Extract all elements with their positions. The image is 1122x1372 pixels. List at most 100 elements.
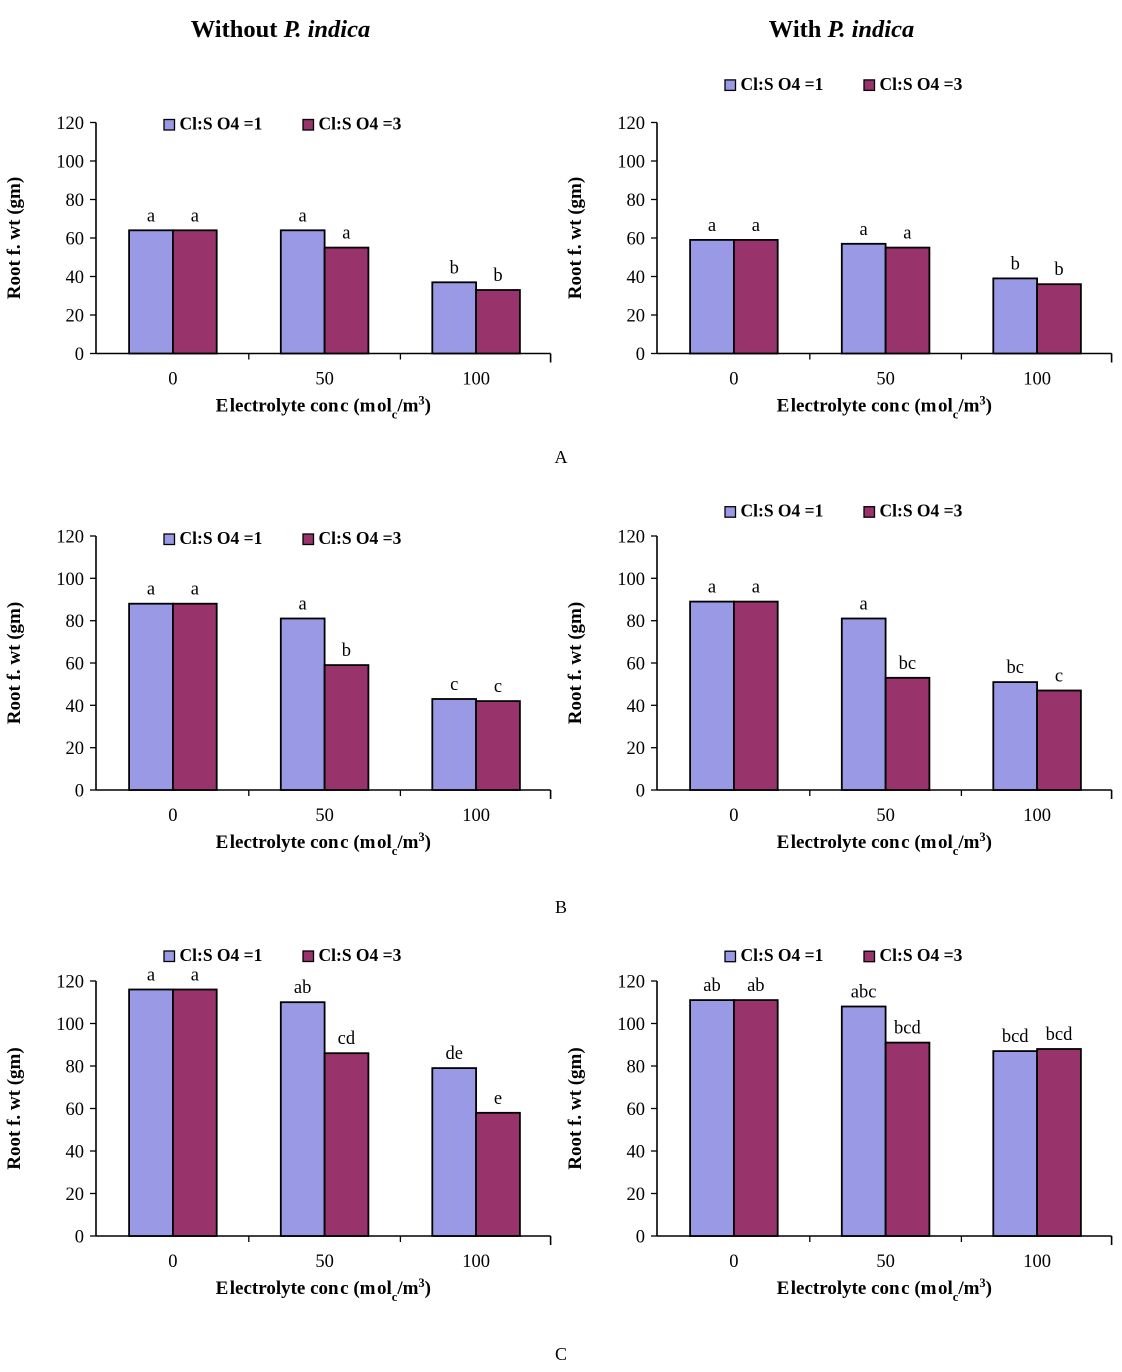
svg-text:60: 60 [627,1100,646,1120]
svg-text:50: 50 [876,1252,895,1272]
svg-text:a: a [147,206,155,226]
svg-text:Root f. wt (gm): Root f. wt (gm) [4,1047,25,1169]
svg-text:40: 40 [627,697,646,717]
svg-text:Cl:S O4 =1: Cl:S O4 =1 [180,945,263,965]
svg-text:20: 20 [627,739,646,759]
svg-text:a: a [708,578,716,598]
svg-text:20: 20 [66,739,85,759]
svg-text:0: 0 [636,1228,645,1248]
svg-text:c: c [494,677,502,697]
svg-text:a: a [147,580,155,600]
svg-text:ab: ab [747,976,764,996]
svg-text:40: 40 [66,697,85,717]
svg-text:ab: ab [294,978,311,998]
svg-text:Cl:S O4 =1: Cl:S O4 =1 [741,74,824,94]
svg-text:80: 80 [66,1058,85,1078]
svg-text:Cl:S O4 =1: Cl:S O4 =1 [741,501,824,521]
svg-text:Electrolyte conc (molc/m3): Electrolyte conc (molc/m3) [777,394,992,421]
svg-text:80: 80 [66,612,85,632]
svg-text:de: de [445,1044,462,1064]
svg-text:b: b [342,641,351,661]
svg-text:120: 120 [617,973,645,993]
svg-text:20: 20 [627,1185,646,1205]
svg-text:60: 60 [66,1100,85,1120]
svg-text:80: 80 [627,191,646,211]
svg-text:a: a [191,966,199,986]
svg-text:0: 0 [729,806,738,826]
svg-text:bcd: bcd [1046,1025,1073,1045]
svg-text:40: 40 [627,268,646,288]
svg-text:120: 120 [56,528,84,548]
svg-text:a: a [859,220,867,240]
svg-text:Electrolyte conc (molc/m3): Electrolyte conc (molc/m3) [216,830,431,855]
svg-text:100: 100 [462,806,490,826]
svg-text:b: b [493,266,502,286]
svg-text:120: 120 [56,973,84,993]
svg-text:0: 0 [168,370,177,390]
svg-text:a: a [191,580,199,600]
svg-text:a: a [708,216,716,236]
svg-text:20: 20 [66,1185,85,1205]
svg-text:Electrolyte conc (molc/m3): Electrolyte conc (molc/m3) [216,394,431,421]
svg-text:80: 80 [627,612,646,632]
svg-text:a: a [298,595,306,615]
svg-text:bc: bc [1006,658,1023,678]
svg-text:Electrolyte conc (molc/m3): Electrolyte conc (molc/m3) [216,1276,431,1304]
svg-text:Electrolyte conc (molc/m3): Electrolyte conc (molc/m3) [777,1276,992,1304]
svg-text:Cl:S O4 =3: Cl:S O4 =3 [880,501,963,521]
svg-text:40: 40 [627,1143,646,1163]
svg-text:100: 100 [617,153,645,173]
svg-text:Cl:S O4 =3: Cl:S O4 =3 [319,528,402,548]
svg-text:40: 40 [66,268,85,288]
svg-text:60: 60 [66,230,85,250]
svg-text:0: 0 [636,345,645,365]
svg-text:0: 0 [729,1252,738,1272]
svg-text:a: a [859,595,867,615]
svg-text:c: c [1055,667,1063,687]
svg-text:Cl:S O4 =3: Cl:S O4 =3 [880,945,963,965]
svg-text:Root f. wt (gm): Root f. wt (gm) [4,177,25,299]
svg-text:0: 0 [168,806,177,826]
svg-text:100: 100 [1023,370,1051,390]
svg-text:50: 50 [315,806,334,826]
svg-text:Cl:S O4 =1: Cl:S O4 =1 [180,114,263,134]
svg-text:b: b [1054,260,1063,280]
svg-text:120: 120 [617,528,645,548]
svg-text:50: 50 [876,370,895,390]
svg-text:a: a [342,224,350,244]
svg-text:e: e [494,1089,502,1109]
svg-text:50: 50 [876,806,895,826]
svg-text:cd: cd [338,1029,356,1049]
svg-text:50: 50 [315,370,334,390]
svg-text:bcd: bcd [1002,1027,1029,1047]
svg-text:Root f. wt (gm): Root f. wt (gm) [565,177,586,299]
svg-text:Cl:S O4 =1: Cl:S O4 =1 [180,528,263,548]
svg-text:a: a [752,578,760,598]
svg-text:Cl:S O4 =3: Cl:S O4 =3 [319,114,402,134]
svg-text:b: b [1011,254,1020,274]
svg-text:abc: abc [851,983,877,1003]
svg-text:120: 120 [617,114,645,134]
svg-text:a: a [147,966,155,986]
svg-text:100: 100 [617,570,645,590]
svg-text:Root f. wt (gm): Root f. wt (gm) [4,602,25,724]
svg-text:80: 80 [66,191,85,211]
svg-text:120: 120 [56,114,84,134]
svg-text:a: a [903,224,911,244]
svg-text:bcd: bcd [894,1019,921,1039]
svg-text:60: 60 [627,655,646,675]
svg-text:c: c [450,675,458,695]
svg-text:Electrolyte conc (molc/m3): Electrolyte conc (molc/m3) [777,830,992,855]
svg-text:0: 0 [636,782,645,802]
svg-text:a: a [298,206,306,226]
svg-text:80: 80 [627,1058,646,1078]
svg-text:Cl:S O4 =1: Cl:S O4 =1 [741,945,824,965]
svg-text:0: 0 [75,782,84,802]
svg-text:20: 20 [627,307,646,327]
svg-text:Cl:S O4 =3: Cl:S O4 =3 [880,74,963,94]
svg-text:50: 50 [315,1252,334,1272]
svg-text:60: 60 [66,655,85,675]
svg-text:20: 20 [66,307,85,327]
svg-text:100: 100 [56,153,84,173]
svg-text:0: 0 [75,345,84,365]
